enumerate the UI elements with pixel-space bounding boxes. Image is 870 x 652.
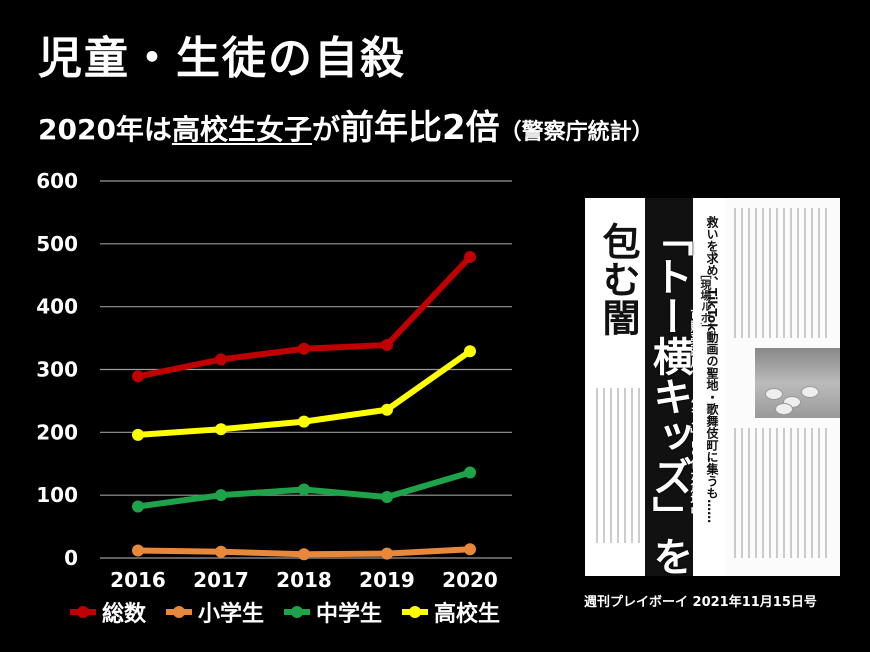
data-point xyxy=(132,428,144,441)
legend-marker xyxy=(77,606,89,618)
data-point xyxy=(132,544,144,557)
data-point xyxy=(215,489,227,502)
legend-swatch xyxy=(284,606,311,618)
magazine-page-image: 包む闇 「トー横キッズ」を ［現場ルポ］ 救いを求め、TikTok動画の聖地・歌… xyxy=(585,198,840,576)
magazine-sub1: 救いを求め、TikTok動画の聖地・歌舞伎町に集うも…… xyxy=(705,216,719,524)
line-chart: 600 500 400 300 200 100 0 2016 2017 2018 2019 2020 xyxy=(36,169,512,592)
magazine-headline-secondary: 包む闇 xyxy=(596,222,640,336)
data-point xyxy=(215,545,227,558)
data-point xyxy=(464,251,476,264)
data-point xyxy=(464,543,476,556)
data-point xyxy=(132,370,144,383)
page-title: 児童・生徒の自殺 xyxy=(38,33,406,84)
y-tick-label: 0 xyxy=(64,546,78,570)
data-point xyxy=(298,548,310,561)
y-tick-label: 500 xyxy=(36,232,78,256)
magazine-subheadline: 救いを求め、TikTok動画の聖地・歌舞伎町に集うも…… xyxy=(705,216,719,523)
legend-swatch xyxy=(166,606,193,618)
subtitle-highlight: 高校生女子 xyxy=(171,113,312,146)
y-tick-label: 300 xyxy=(36,358,78,382)
subtitle-part1: 2020年は xyxy=(38,113,172,146)
y-tick-label: 600 xyxy=(36,169,78,193)
data-point xyxy=(215,353,227,366)
data-point xyxy=(381,491,393,504)
legend-marker xyxy=(409,606,422,618)
data-point xyxy=(464,466,476,479)
magazine-label: ［現場ルポ］ xyxy=(699,268,712,334)
data-point xyxy=(298,415,310,428)
magazine-headline: 「トー横キッズ」を xyxy=(646,216,692,576)
subtitle-emphasis: 前年比2倍 xyxy=(339,108,500,148)
x-tick-label: 2019 xyxy=(359,568,415,592)
data-point xyxy=(132,500,144,513)
legend-label: 総数 xyxy=(102,602,147,627)
data-point xyxy=(298,342,310,355)
legend-item: 高校生 xyxy=(400,596,500,628)
subtitle-part3: が xyxy=(311,113,340,146)
x-tick-label: 2020 xyxy=(442,568,498,592)
data-point xyxy=(381,403,393,416)
legend-label: 中学生 xyxy=(316,602,383,627)
magazine-photo xyxy=(755,348,840,418)
series-line-0 xyxy=(135,254,473,380)
x-tick-label: 2016 xyxy=(110,568,166,592)
subtitle-source: （警察庁統計） xyxy=(499,120,654,145)
legend-item: 小学生 xyxy=(164,596,264,628)
magazine-body-text xyxy=(596,208,827,558)
magazine-title-band xyxy=(645,198,693,576)
legend-marker xyxy=(173,606,186,618)
y-tick-label: 400 xyxy=(36,295,78,319)
legend-marker xyxy=(291,606,304,618)
y-tick-label: 100 xyxy=(36,483,78,507)
data-point xyxy=(215,423,227,436)
data-point xyxy=(298,483,310,496)
page-subtitle: 2020年は高校生女子が前年比2倍（警察庁統計） xyxy=(38,100,654,149)
magazine-caption: 週刊プレイボーイ 2021年11月15日号 xyxy=(584,595,817,610)
legend-label: 小学生 xyxy=(198,602,265,627)
data-point xyxy=(464,345,476,358)
x-tick-label: 2017 xyxy=(193,568,249,592)
legend-swatch xyxy=(70,606,96,618)
legend-label: 高校生 xyxy=(434,602,501,627)
legend-swatch xyxy=(402,606,429,618)
magazine-subheadline-2: 市販薬乱用で「バキる」10代が急増中 xyxy=(689,308,703,517)
data-point xyxy=(381,547,393,560)
y-tick-label: 200 xyxy=(36,420,78,444)
chart-legend: 総数 小学生 中学生 高校生 xyxy=(68,596,500,628)
legend-item: 中学生 xyxy=(282,596,382,628)
data-point xyxy=(381,338,393,351)
legend-item: 総数 xyxy=(68,596,146,628)
x-tick-label: 2018 xyxy=(276,568,332,592)
